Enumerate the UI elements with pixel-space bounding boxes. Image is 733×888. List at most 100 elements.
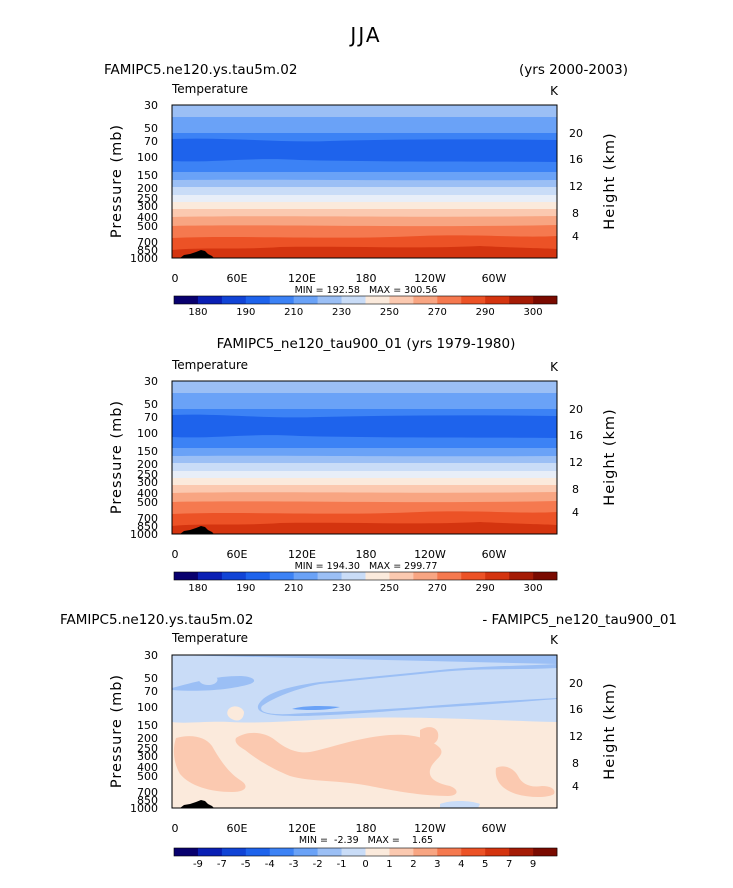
colorbar-box (317, 572, 342, 580)
panel-2-units-label: K (550, 360, 559, 374)
panel-2-xtick: 0 (172, 548, 179, 561)
colorbar-box (461, 848, 486, 856)
colorbar-label: 9 (530, 859, 536, 870)
panel-1-ytick: 70 (144, 135, 158, 148)
panel-1-ytick: 700 (137, 236, 158, 249)
panel-2-title: FAMIPC5_ne120_tau900_01 (yrs 1979-1980) (217, 336, 516, 352)
panel-2-stats: MIN = 194.30 MAX = 299.77 (295, 561, 438, 572)
panel-2: FAMIPC5_ne120_tau900_01 (yrs 1979-1980) … (109, 336, 618, 594)
colorbar-label: 1 (386, 859, 392, 870)
panel-1-title-left: FAMIPC5.ne120.ys.tau5m.02 (104, 62, 297, 78)
panel-2-colorbar: 180 190 210 230 250 270 290 300 (173, 571, 558, 594)
colorbar-box (413, 296, 438, 304)
panel-1-xtick: 60W (482, 272, 507, 285)
colorbar-box (365, 572, 390, 580)
panel-3-ytick: 100 (137, 701, 158, 714)
panel-2-x-ticks: 0 60E 120E 180 120W 60W (172, 548, 507, 561)
panel-3-y-ticks: 30 50 70 100 150 200 250 300 400 500 700… (130, 649, 158, 815)
colorbar-label: 290 (476, 583, 495, 594)
colorbar-box (245, 572, 271, 580)
panel-1-ylabel-right: Height (km) (602, 132, 618, 229)
panel-1-y-ticks: 30 50 70 100 150 200 250 300 400 500 700… (130, 99, 158, 265)
colorbar-box (245, 848, 271, 856)
colorbar-frame (173, 571, 558, 581)
panel-2-ytick: 700 (137, 512, 158, 525)
colorbar-label: -9 (193, 859, 203, 870)
panel-3-region-pos1-c (495, 766, 555, 797)
panel-3-ytick: 150 (137, 719, 158, 732)
colorbar-box (221, 296, 247, 304)
colorbar-box (461, 296, 486, 304)
panel-1-xtick: 120E (288, 272, 316, 285)
panel-2-xtick: 60E (227, 548, 248, 561)
panel-2-ytick: 1000 (130, 528, 158, 541)
panel-2-ytick: 300 (137, 476, 158, 489)
panel-1-height-ticks: 4 8 12 16 20 (569, 127, 583, 243)
panel-3-htick: 4 (572, 780, 579, 793)
colorbar-box (221, 572, 247, 580)
colorbar-label: 210 (284, 307, 303, 318)
colorbar-label: 270 (428, 583, 447, 594)
colorbar-label: 250 (380, 307, 399, 318)
panel-2-htick: 12 (569, 456, 583, 469)
colorbar-label: 3 (434, 859, 440, 870)
panel-1-ytick: 200 (137, 182, 158, 195)
colorbar-label: 210 (284, 583, 303, 594)
colorbar-box (197, 848, 223, 856)
panel-2-y-ticks: 30 50 70 100 150 200 250 300 400 500 700… (130, 375, 158, 541)
panel-1-htick: 12 (569, 180, 583, 193)
colorbar-label: -2 (313, 859, 323, 870)
panel-1-title-right: (yrs 2000-2003) (519, 62, 628, 78)
panel-2-xtick: 120E (288, 548, 316, 561)
colorbar-label: 230 (332, 307, 351, 318)
panel-3-ytick: 50 (144, 672, 158, 685)
colorbar-label: 300 (524, 307, 543, 318)
colorbar-box (389, 296, 414, 304)
panel-1-ytick: 50 (144, 122, 158, 135)
colorbar-box (197, 572, 223, 580)
colorbar-label: 4 (458, 859, 464, 870)
colorbar-box (174, 848, 199, 856)
panel-1-xtick: 0 (172, 272, 179, 285)
colorbar-label: 300 (524, 583, 543, 594)
panel-3-htick: 20 (569, 677, 583, 690)
colorbar-box (245, 296, 271, 304)
colorbar-frame (173, 847, 558, 857)
panel-2-ytick: 250 (137, 468, 158, 481)
panel-2-ytick: 150 (137, 445, 158, 458)
panel-3-ytick: 250 (137, 742, 158, 755)
panel-3-xtick: 60E (227, 822, 248, 835)
panel-2-htick: 8 (572, 483, 579, 496)
panel-2-topography (180, 526, 214, 534)
colorbar-label: -3 (289, 859, 299, 870)
panel-3-ytick: 400 (137, 761, 158, 774)
colorbar-box (365, 848, 390, 856)
panel-3-xtick: 120W (414, 822, 446, 835)
colorbar-label: 0 (362, 859, 368, 870)
panel-3-ytick: 1000 (130, 802, 158, 815)
colorbar-box (533, 572, 558, 580)
colorbar-box (389, 572, 414, 580)
panel-1-htick: 16 (569, 153, 583, 166)
colorbar-box (365, 296, 390, 304)
panel-3-units-label: K (550, 633, 559, 647)
panel-3-ytick: 500 (137, 770, 158, 783)
panel-3-region-neg2 (172, 655, 557, 716)
panel-1-htick: 4 (572, 230, 579, 243)
panel-2-xtick: 60W (482, 548, 507, 561)
figure-title: JJA (348, 23, 381, 47)
panel-2-ytick: 200 (137, 458, 158, 471)
colorbar-box (437, 296, 462, 304)
panel-1-units-label: K (550, 84, 559, 98)
panel-2-htick: 20 (569, 403, 583, 416)
colorbar-box (485, 296, 510, 304)
panel-2-ytick: 70 (144, 411, 158, 424)
panel-2-ytick: 30 (144, 375, 158, 388)
colorbar-label: 7 (506, 859, 512, 870)
colorbar-label: 250 (380, 583, 399, 594)
colorbar-box (509, 572, 534, 580)
colorbar-box (293, 572, 318, 580)
colorbar-label: -1 (337, 859, 347, 870)
panel-2-ytick: 850 (137, 520, 158, 533)
panel-3-ytick: 300 (137, 750, 158, 763)
